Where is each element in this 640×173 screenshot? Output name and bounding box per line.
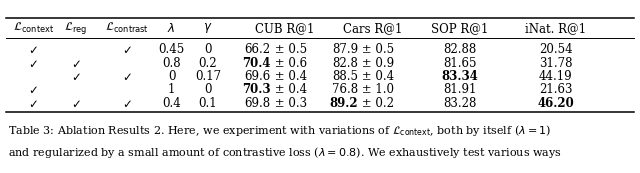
Text: ± 0.5: ± 0.5 — [358, 43, 394, 56]
Text: 0.1: 0.1 — [198, 97, 218, 110]
Text: 0.8: 0.8 — [162, 57, 181, 70]
Text: 0: 0 — [204, 83, 212, 96]
Text: $\checkmark$: $\checkmark$ — [28, 83, 38, 96]
Text: ± 0.3: ± 0.3 — [271, 97, 307, 110]
Text: iNat. R@1: iNat. R@1 — [525, 22, 586, 35]
Text: CUB R@1: CUB R@1 — [255, 22, 314, 35]
Text: 70.4: 70.4 — [242, 57, 271, 70]
Text: $\mathcal{L}_{\mathsf{context}}$: $\mathcal{L}_{\mathsf{context}}$ — [13, 21, 54, 35]
Text: 66.2: 66.2 — [244, 43, 271, 56]
Text: $\checkmark$: $\checkmark$ — [28, 43, 38, 56]
Text: 0.17: 0.17 — [195, 70, 221, 83]
Text: 0.45: 0.45 — [158, 43, 185, 56]
Text: ± 0.5: ± 0.5 — [271, 43, 307, 56]
Text: ± 0.4: ± 0.4 — [271, 83, 307, 96]
Text: Table 3: Ablation Results 2. Here, we experiment with variations of $\mathcal{L}: Table 3: Ablation Results 2. Here, we ex… — [8, 123, 551, 138]
Text: 76.8: 76.8 — [332, 83, 358, 96]
Text: 0: 0 — [168, 70, 175, 83]
Text: ± 0.9: ± 0.9 — [358, 57, 394, 70]
Text: 20.54: 20.54 — [539, 43, 572, 56]
Text: ± 0.4: ± 0.4 — [358, 70, 394, 83]
Text: 0.4: 0.4 — [162, 97, 181, 110]
Text: $\checkmark$: $\checkmark$ — [122, 70, 132, 83]
Text: $\checkmark$: $\checkmark$ — [28, 57, 38, 70]
Text: 81.65: 81.65 — [443, 57, 476, 70]
Text: 0.2: 0.2 — [198, 57, 218, 70]
Text: ± 0.6: ± 0.6 — [271, 57, 307, 70]
Text: ± 1.0: ± 1.0 — [358, 83, 394, 96]
Text: 82.88: 82.88 — [443, 43, 476, 56]
Text: 82.8: 82.8 — [333, 57, 358, 70]
Text: $\checkmark$: $\checkmark$ — [70, 70, 81, 83]
Text: 88.5: 88.5 — [332, 70, 358, 83]
Text: 83.28: 83.28 — [443, 97, 476, 110]
Text: 69.8: 69.8 — [244, 97, 271, 110]
Text: 87.9: 87.9 — [332, 43, 358, 56]
Text: $\checkmark$: $\checkmark$ — [122, 97, 132, 110]
Text: $\checkmark$: $\checkmark$ — [70, 57, 81, 70]
Text: $\lambda$: $\lambda$ — [168, 22, 175, 35]
Text: 0: 0 — [204, 43, 212, 56]
Text: 83.34: 83.34 — [441, 70, 478, 83]
Text: SOP R@1: SOP R@1 — [431, 22, 488, 35]
Text: 81.91: 81.91 — [443, 83, 476, 96]
Text: $\mathcal{L}_{\mathsf{reg}}$: $\mathcal{L}_{\mathsf{reg}}$ — [64, 20, 87, 36]
Text: 89.2: 89.2 — [330, 97, 358, 110]
Text: 21.63: 21.63 — [539, 83, 572, 96]
Text: ± 0.2: ± 0.2 — [358, 97, 394, 110]
Text: 44.19: 44.19 — [539, 70, 572, 83]
Text: 69.6: 69.6 — [244, 70, 271, 83]
Text: 70.3: 70.3 — [242, 83, 271, 96]
Text: Cars R@1: Cars R@1 — [343, 22, 402, 35]
Text: $\checkmark$: $\checkmark$ — [122, 43, 132, 56]
Text: $\checkmark$: $\checkmark$ — [28, 97, 38, 110]
Text: 46.20: 46.20 — [537, 97, 574, 110]
Text: $\checkmark$: $\checkmark$ — [70, 97, 81, 110]
Text: 1: 1 — [168, 83, 175, 96]
Text: 31.78: 31.78 — [539, 57, 572, 70]
Text: $\mathcal{L}_{\mathsf{contrast}}$: $\mathcal{L}_{\mathsf{contrast}}$ — [105, 21, 148, 35]
Text: $\gamma$: $\gamma$ — [204, 21, 212, 35]
Text: ± 0.4: ± 0.4 — [271, 70, 307, 83]
Text: and regularized by a small amount of contrastive loss ($\lambda = 0.8$). We exha: and regularized by a small amount of con… — [8, 145, 562, 160]
